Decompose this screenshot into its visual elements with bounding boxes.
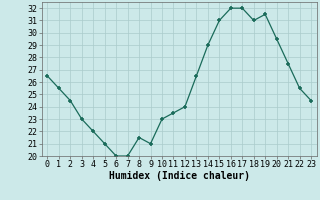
X-axis label: Humidex (Indice chaleur): Humidex (Indice chaleur) [109,171,250,181]
